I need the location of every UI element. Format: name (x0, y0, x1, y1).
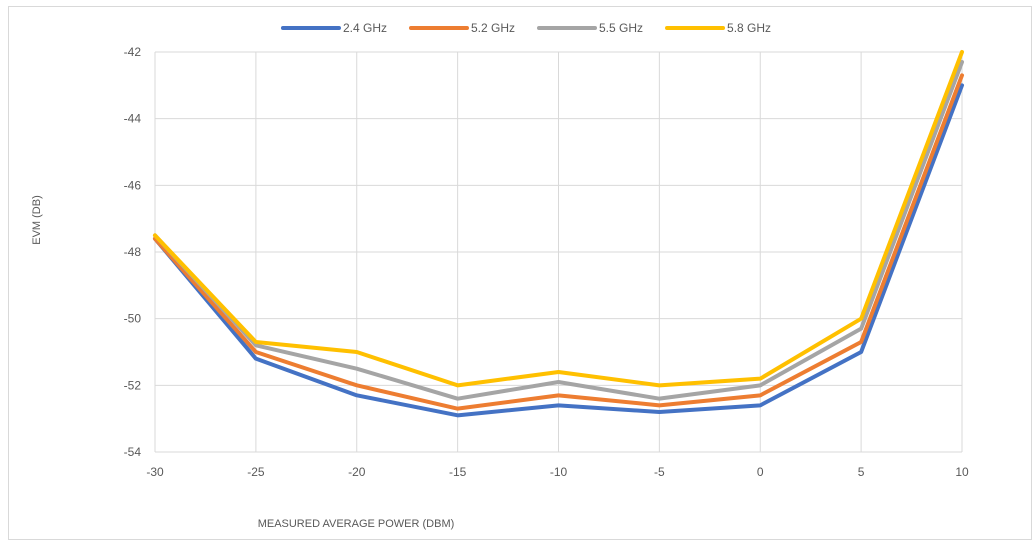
legend-label: 5.5 GHz (599, 21, 643, 35)
legend: 2.4 GHz 5.2 GHz 5.5 GHz 5.8 GHz (280, 21, 771, 35)
series-line (153, 73, 964, 411)
x-tick-label: 0 (757, 465, 764, 479)
x-tick-label: 10 (955, 465, 969, 479)
x-tick-label: -15 (449, 465, 467, 479)
tick-labels: -42-44-46-48-50-52-54-30 -25 -20 -15 -10 -5 0 5… (124, 45, 969, 479)
y-tick-label: -44 (124, 112, 142, 126)
series-line (153, 60, 964, 401)
y-tick-label: -54 (124, 445, 142, 459)
y-axis-title: EVM (DB) (31, 195, 43, 245)
series-line (153, 83, 964, 418)
x-axis-title: MEASURED AVERAGE POWER (DBM) (258, 518, 455, 530)
y-tick-label: -50 (124, 312, 142, 326)
y-tick-label: -42 (124, 45, 142, 59)
y-tick-label: -46 (124, 178, 142, 192)
legend-label: 5.8 GHz (727, 21, 771, 35)
legend-label: 5.2 GHz (471, 21, 515, 35)
grid-lines (154, 51, 963, 453)
y-tick-label: -48 (124, 245, 142, 259)
legend-label: 2.4 GHz (343, 21, 387, 35)
y-tick-label: -52 (124, 378, 142, 392)
x-tick-label: -5 (654, 465, 665, 479)
x-tick-label: -30 (146, 465, 164, 479)
series-lines (153, 50, 964, 418)
x-tick-label: 5 (858, 465, 865, 479)
series-line (153, 50, 964, 388)
x-tick-label: -20 (348, 465, 366, 479)
x-tick-label: -25 (247, 465, 265, 479)
x-tick-label: -10 (550, 465, 568, 479)
